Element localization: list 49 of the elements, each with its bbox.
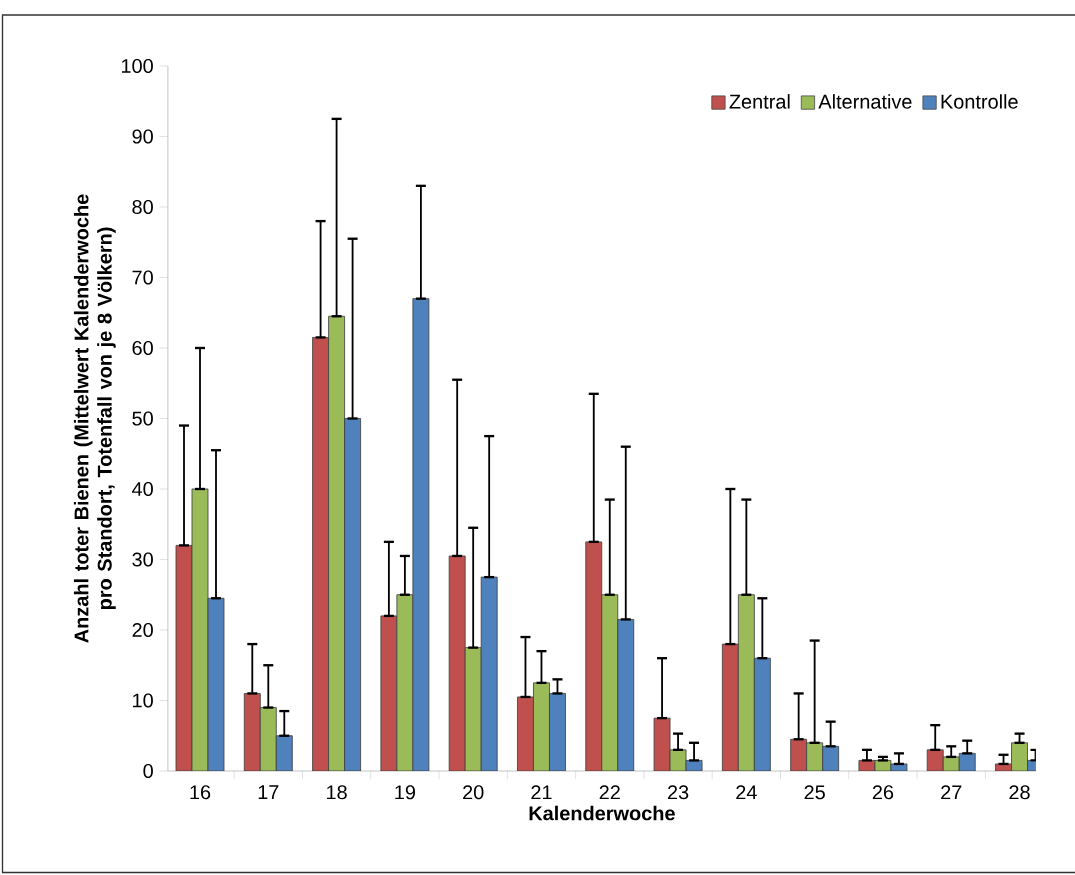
- bar: [380, 615, 398, 771]
- y-tick-label: 60: [132, 340, 153, 356]
- x-tick-label: 17: [258, 785, 279, 799]
- x-tick-label: 22: [599, 785, 620, 800]
- x-tick-label: 23: [667, 785, 689, 800]
- y-tick-label: 70: [132, 270, 153, 285]
- bar: [942, 756, 960, 771]
- x-axis-title: Kalenderwoche: [529, 805, 675, 821]
- bar: [312, 337, 330, 771]
- bar: [448, 555, 466, 771]
- x-tick-label: 19: [395, 785, 416, 800]
- y-axis-title: Anzahl toter Bienen (Mittelwert Kalenderwoche pro Standort, Totenfall von je 8 Völkern): [73, 194, 116, 643]
- bar: [259, 707, 277, 771]
- x-tick-label: 28: [1009, 785, 1030, 800]
- x-tick-label: 24: [736, 785, 757, 800]
- y-tick-label: 100: [121, 58, 153, 74]
- bar: [480, 576, 498, 771]
- y-tick-label: 40: [132, 481, 153, 497]
- x-tick-label: 26: [872, 785, 894, 800]
- y-tick-label: 20: [132, 622, 153, 638]
- bar: [517, 696, 534, 771]
- bar: [995, 763, 1012, 771]
- bar: [721, 643, 739, 771]
- bar: [243, 693, 261, 771]
- bar: [464, 647, 482, 771]
- x-tick-label: 25: [804, 785, 825, 800]
- legend-label: Alternative: [818, 94, 912, 109]
- bar: [533, 682, 550, 771]
- y-tick-label: 0: [143, 763, 153, 779]
- x-tick-label: 21: [531, 785, 552, 800]
- y-tick-label: 50: [132, 411, 153, 426]
- bar: [617, 619, 635, 771]
- x-tick-label: 16: [190, 785, 211, 800]
- x-tick-label: 20: [463, 785, 484, 800]
- bar: [585, 541, 603, 771]
- x-tick-label: 18: [327, 785, 347, 800]
- bar: [344, 418, 362, 771]
- bar: [737, 594, 755, 771]
- bar: [601, 594, 619, 771]
- legend-label: Zentral: [729, 94, 790, 109]
- y-tick-label: 30: [132, 552, 153, 567]
- bar: [328, 315, 346, 771]
- bar: [549, 693, 566, 771]
- y-tick-label: 10: [133, 693, 153, 708]
- y-tick-label: 90: [132, 129, 153, 144]
- bar: [753, 657, 771, 771]
- legend-label: Kontrolle: [941, 94, 1018, 109]
- x-tick-label: 27: [941, 785, 962, 800]
- y-tick-label: 80: [132, 199, 153, 215]
